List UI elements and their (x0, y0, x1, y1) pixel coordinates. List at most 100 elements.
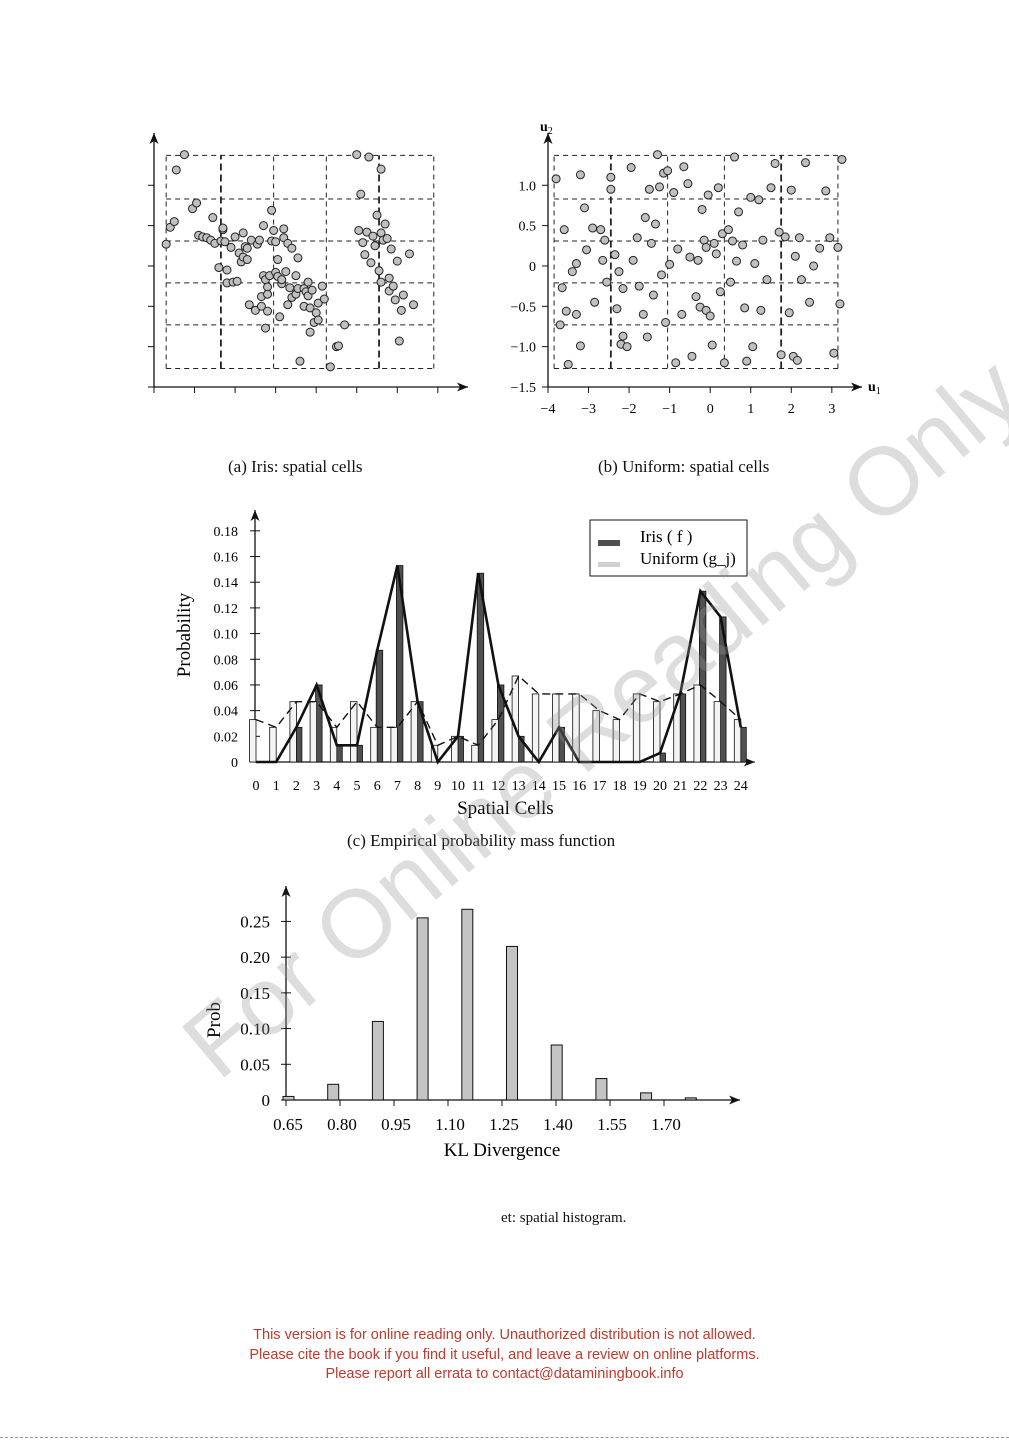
data-point (697, 204, 707, 214)
kl-bar (461, 908, 474, 1101)
y-tick-label: −1.0 (511, 341, 536, 356)
data-point (242, 243, 252, 253)
data-point (825, 233, 835, 243)
data-point (588, 223, 598, 233)
uniform-bar (612, 719, 621, 763)
data-point (602, 277, 612, 287)
data-point (563, 359, 573, 369)
legend-iris-label: Iris ( f ) (640, 527, 692, 546)
x-tick-label: 3 (828, 402, 835, 417)
data-point (340, 320, 350, 330)
y-tick-label: 1.0 (519, 179, 537, 194)
kl-bar (282, 1095, 295, 1101)
data-point (648, 290, 658, 300)
kl-bar (640, 1092, 653, 1101)
data-point (638, 309, 648, 319)
data-point (758, 235, 768, 245)
data-point (382, 234, 392, 244)
data-point (715, 287, 725, 297)
data-point (723, 225, 733, 235)
x-tick-label: 11 (471, 779, 484, 794)
legend-uniform-label: Uniform (g_j) (640, 549, 736, 568)
y-tick-label: 0.5 (519, 220, 537, 235)
data-point (707, 340, 717, 350)
data-point (727, 236, 737, 246)
iris-bar (699, 590, 707, 763)
data-point (358, 238, 368, 248)
data-point (815, 243, 825, 253)
data-point (766, 183, 776, 193)
y-axis-head (149, 133, 159, 144)
data-point (305, 303, 315, 313)
footer-line-1: This version is for online reading only.… (253, 1327, 756, 1343)
y-tick-label: 0.20 (240, 948, 270, 967)
kl-bar (371, 1020, 384, 1101)
data-point (642, 332, 652, 342)
data-point (776, 350, 786, 360)
uniform-bar (451, 735, 459, 763)
data-point (281, 267, 291, 277)
uniform-bar (733, 719, 742, 763)
data-point (291, 271, 301, 281)
uniform-bar (673, 693, 681, 763)
data-point (370, 241, 380, 251)
iris-bar (375, 649, 384, 763)
y-tick-label: −0.5 (511, 300, 536, 315)
data-point (786, 185, 796, 195)
footer-line-2: Please cite the book if you find it usef… (249, 1346, 760, 1363)
data-point (208, 213, 218, 223)
data-point (222, 265, 232, 275)
data-point (646, 238, 656, 248)
data-point (386, 244, 396, 254)
data-point (380, 219, 390, 229)
uniform-bar (249, 719, 257, 763)
data-point (717, 229, 727, 239)
kl-bar (416, 917, 429, 1101)
x-tick-label: 1.70 (651, 1115, 681, 1134)
x-tick-label: 5 (354, 779, 361, 794)
data-point (687, 351, 697, 361)
x-tick-label: 12 (491, 779, 505, 794)
data-point (372, 210, 382, 220)
x-axis-label: u1 (868, 380, 881, 397)
data-point (582, 245, 592, 255)
data-point (305, 327, 315, 337)
data-point (693, 255, 703, 265)
y-axis-label: Prob (204, 1002, 225, 1038)
uniform-bar (471, 744, 479, 763)
uniform-bar (370, 726, 378, 763)
data-point (366, 258, 376, 268)
data-point (790, 251, 800, 261)
data-point (762, 275, 772, 285)
data-point (392, 256, 402, 266)
x-axis-label: Spatial Cells (457, 798, 554, 819)
data-point (709, 238, 719, 248)
data-point (409, 300, 419, 310)
data-point (640, 213, 650, 223)
data-point (770, 158, 780, 168)
data-point (730, 152, 740, 162)
data-point (725, 277, 735, 287)
data-point (805, 297, 815, 307)
data-point (404, 249, 414, 259)
data-point (575, 341, 585, 351)
x-tick-label: 9 (434, 779, 441, 794)
caption-a: (a) Iris: spatial cells (228, 457, 363, 476)
iris-bar (476, 572, 485, 763)
data-point (319, 294, 329, 304)
data-point (250, 305, 260, 315)
data-point (267, 205, 277, 215)
data-point (242, 255, 252, 265)
x-tick-label: 0 (707, 402, 714, 417)
data-point (699, 235, 709, 245)
kl-bar (684, 1097, 697, 1101)
data-point (263, 289, 273, 299)
uniform-bar (491, 719, 499, 763)
data-point (792, 355, 802, 365)
x-axis-head (457, 382, 468, 392)
data-point (652, 150, 662, 160)
data-point (780, 232, 790, 242)
x-tick-label: −3 (581, 402, 596, 417)
data-point (644, 184, 654, 194)
uniform-bar (309, 701, 318, 763)
